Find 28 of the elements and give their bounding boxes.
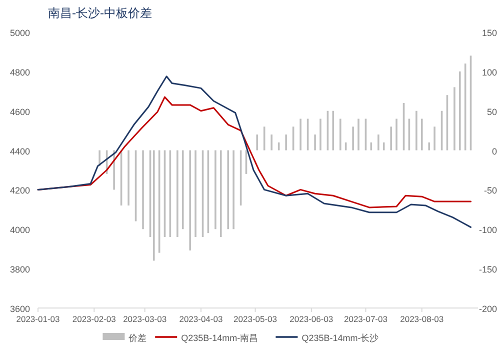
x-tick-label: 2023-06-03: [290, 314, 334, 324]
x-tick-label: 2023-08-03: [400, 314, 444, 324]
y-tick-label: 5000: [10, 28, 30, 38]
y2-tick-label: -100: [478, 225, 497, 236]
x-tick-label: 2023-01-03: [16, 314, 60, 324]
y-tick-label: 4400: [10, 146, 30, 156]
x-tick-label: 2023-05-03: [234, 314, 278, 324]
y2-tick-label: -150: [478, 264, 497, 275]
y-tick-label: 4000: [10, 225, 30, 236]
chart-title: 南昌-长沙-中板价差: [48, 6, 152, 20]
y2-tick-label: -50: [484, 186, 497, 196]
y2-tick-label: -200: [478, 304, 497, 314]
y-tick-label: 4800: [10, 67, 30, 78]
y2-tick-label: 150: [482, 28, 497, 38]
x-tick-label: 2023-04-03: [179, 314, 223, 324]
legend-label: Q235B-14mm-长沙: [302, 333, 379, 343]
y-tick-label: 4600: [10, 106, 30, 117]
legend-label: Q235B-14mm-南昌: [181, 333, 258, 343]
y-tick-label: 4200: [10, 186, 30, 196]
x-tick-label: 2023-02-03: [72, 314, 116, 324]
y-tick-label: 3800: [10, 264, 30, 275]
y-tick-label: 3600: [10, 304, 30, 314]
x-tick-label: 2023-03-03: [123, 314, 167, 324]
y2-tick-label: 0: [492, 146, 497, 156]
y2-tick-label: 100: [482, 67, 497, 78]
x-tick-label: 2023-07-03: [344, 314, 388, 324]
y2-tick-label: 50: [486, 106, 497, 117]
legend-label: 价差: [128, 333, 147, 343]
